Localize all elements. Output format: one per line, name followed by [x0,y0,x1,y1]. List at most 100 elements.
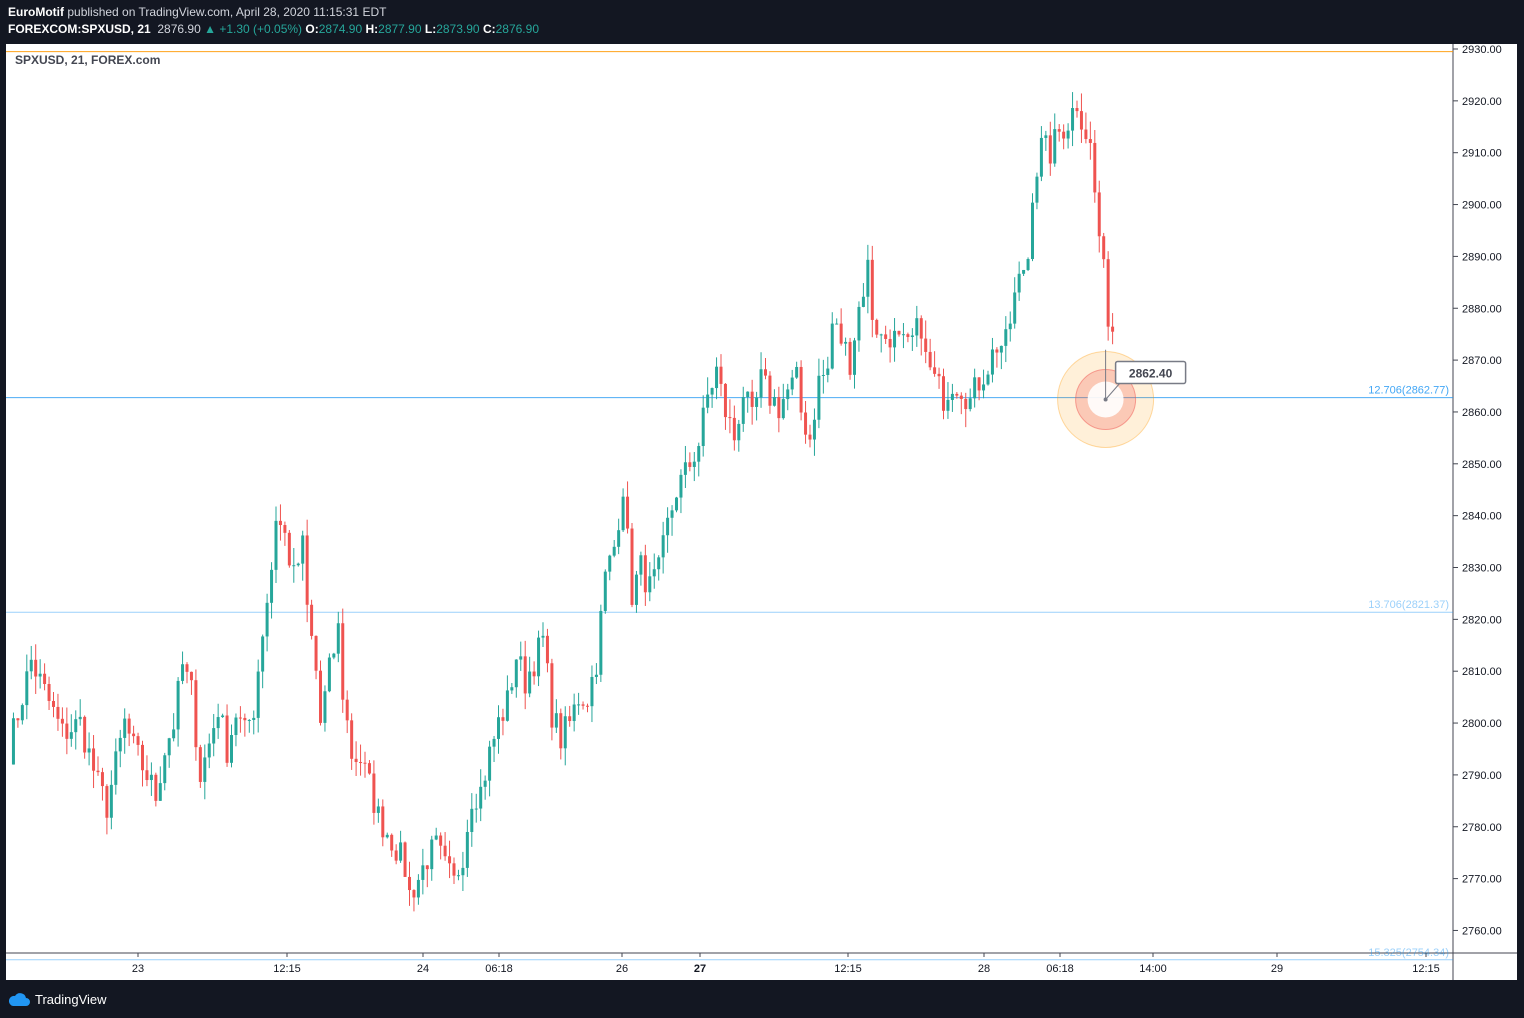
candle-body [875,319,879,335]
candle-body [559,713,563,749]
publisher-name[interactable]: EuroMotif [8,5,64,19]
candle-body [270,569,274,603]
candle-body [697,446,701,462]
candle-body [1008,323,1012,330]
candle-body [866,259,870,297]
candle-body [341,623,345,700]
candle-body [942,376,945,411]
candle-body [198,747,202,782]
tradingview-brand: TradingView [35,991,107,1007]
time-tick-label-1: 12:15 [273,963,301,975]
time-tick-label-9: 14:00 [1139,963,1167,975]
chart-pane[interactable]: 2760.00 2770.00 2780.00 2790.00 2800.00 2810.… [6,44,1517,980]
candle-body [1013,292,1017,324]
candle-body [1097,192,1101,237]
candle-body [537,637,541,677]
open-label: O: [305,22,319,36]
candle-body [554,713,558,728]
candle-body [1093,142,1097,193]
candle-body [465,831,469,868]
candle-body [666,517,670,536]
tradingview-logo[interactable]: TradingView [8,991,107,1007]
candle-body [764,369,767,376]
candle-body [577,704,581,706]
candle-body [376,806,380,813]
candle-body [999,345,1003,353]
candle-body [924,338,928,352]
candle-body [332,653,336,658]
candle-body [408,876,411,891]
price-chart[interactable]: 2760.00 2770.00 2780.00 2790.00 2800.00 2810.… [6,44,1517,980]
candle-body [247,719,251,721]
candle-body [772,397,776,406]
open-value: 2874.90 [318,22,363,36]
candle-body [74,719,78,733]
candle-body [452,863,456,876]
candle-body [835,323,839,325]
candle-body [977,377,981,391]
candle-body [879,334,883,336]
candle-body [1031,202,1034,259]
candle-body [403,842,407,877]
time-tick-label-11: 12:15 [1412,963,1440,975]
price-tick-label-3: 2790.00 [1462,770,1502,782]
candle-body [172,729,176,739]
candle-body [185,664,189,672]
time-tick-label-7: 28 [978,963,990,975]
candle-body [167,738,171,756]
candle-body [1004,329,1008,346]
candle-body [781,399,785,419]
symbol-label[interactable]: FOREXCOM:SPXUSD, 21 [8,22,151,36]
time-tick-label-4: 26 [616,963,628,975]
candle-body [612,546,616,556]
candle-body [367,763,371,774]
candle-body [221,715,225,718]
candle-body [657,557,661,570]
candle-body [238,717,242,719]
candle-body [470,808,474,832]
candle-body [821,374,825,376]
candle-body [65,723,69,739]
candle-body [826,368,830,375]
candle-body [675,497,678,511]
candle-body [755,397,759,407]
candle-body [808,434,812,440]
candle-body [305,535,309,605]
candle-body [884,334,888,339]
candle-body [768,375,772,406]
candle-body [586,705,589,707]
callout-price-label: 2862.40 [1129,367,1173,381]
candle-body [310,604,314,636]
level-label-0: 12.706(2862.77) [1368,385,1449,397]
candle-body [844,341,848,344]
high-value: 2877.90 [378,22,422,36]
candle-body [483,780,487,787]
candle-body [959,395,963,399]
candle-body [163,755,167,784]
price-tick-label-5: 2810.00 [1462,666,1502,678]
close-label: C: [482,22,496,36]
candle-body [225,715,229,763]
candle-body [488,746,492,781]
candle-body [29,659,33,672]
candle-body [1106,259,1110,327]
candle-body [336,623,340,654]
candle-body [292,565,296,567]
candle-body [1048,135,1052,164]
candle-body [795,366,799,378]
candle-body [839,323,843,344]
candle-body [390,834,394,851]
candle-body [870,259,874,320]
candle-body [670,510,674,518]
candle-body [78,716,82,720]
candle-body [25,671,29,706]
candle-body [492,738,496,747]
series-legend: SPXUSD, 21, FOREX.com [15,53,161,67]
candle-body [1026,258,1030,270]
candle-body [590,676,594,707]
candle-body [474,808,478,810]
candle-body [20,705,24,721]
candle-body [652,569,656,577]
ohlc-line: FOREXCOM:SPXUSD, 21 2876.90 ▲ +1.30 (+0.… [8,22,539,36]
candle-body [973,377,977,399]
